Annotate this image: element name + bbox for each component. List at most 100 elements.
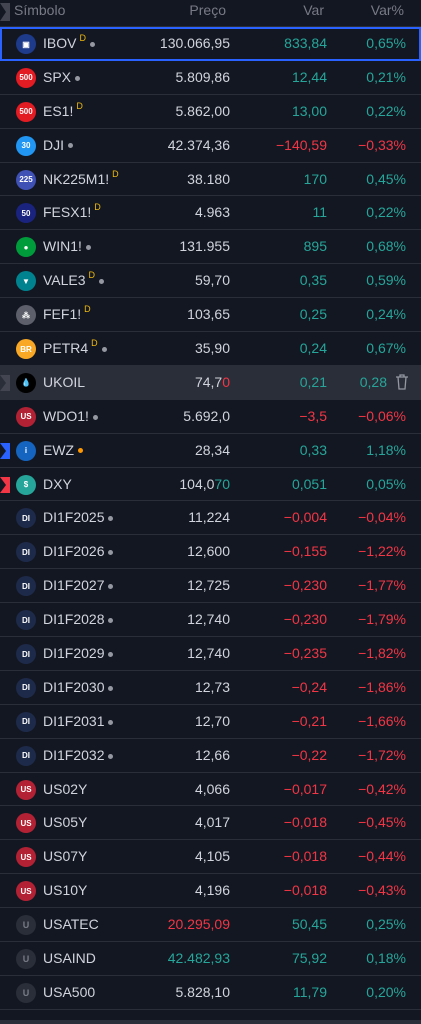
watchlist-header: Símbolo Preço Var Var% <box>0 0 421 27</box>
symbol-label[interactable]: NK225M1! D <box>43 169 119 187</box>
watchlist-row[interactable]: DI DI1F2027 12,725 −0,230 −1,77% <box>0 569 421 604</box>
watchlist-row[interactable]: US US05Y 4,017 −0,018 −0,45% <box>0 806 421 841</box>
column-var-header[interactable]: Var <box>303 2 324 18</box>
change-percent-cell: −0,42% <box>358 780 406 797</box>
chevron-left-icon[interactable] <box>0 3 10 21</box>
watchlist-row[interactable]: i EWZ 28,34 0,33 1,18% <box>0 434 421 468</box>
watchlist-row[interactable]: U USATEC 20.295,09 50,45 0,25% <box>0 908 421 943</box>
change-percent-cell: −1,22% <box>358 543 406 560</box>
symbol-label[interactable]: WIN1! <box>43 238 91 254</box>
symbol-text: US07Y <box>43 848 88 865</box>
status-dot-icon <box>92 414 98 420</box>
symbol-label[interactable]: EWZ <box>43 442 84 458</box>
watchlist-row[interactable]: DI DI1F2031 12,70 −0,21 −1,66% <box>0 705 421 739</box>
symbol-label[interactable]: DI1F2028 <box>43 611 114 627</box>
watchlist-row[interactable]: BR PETR4 D 35,90 0,24 0,67% <box>0 332 421 366</box>
symbol-label[interactable]: US02Y <box>43 781 87 797</box>
watchlist-row[interactable]: 500 SPX 5.809,86 12,44 0,21% <box>0 61 421 95</box>
flag-marker-icon[interactable] <box>0 374 10 391</box>
change-cell: 75,92 <box>291 950 327 967</box>
symbol-label[interactable]: USATEC <box>43 916 99 932</box>
di-icon: DI <box>16 576 36 597</box>
symbol-label[interactable]: USA500 <box>43 984 95 1000</box>
trash-icon[interactable] <box>395 374 409 390</box>
symbol-label[interactable]: UKOIL <box>43 374 85 390</box>
symbol-label[interactable]: WDO1! <box>43 408 98 424</box>
symbol-label[interactable]: FESX1! D <box>43 202 101 220</box>
column-price-header[interactable]: Preço <box>189 2 226 18</box>
symbol-label[interactable]: DI1F2027 <box>43 577 114 593</box>
symbol-label[interactable]: DI1F2031 <box>43 713 114 729</box>
symbol-label[interactable]: IBOV D <box>43 33 95 51</box>
change-cell: −0,018 <box>283 814 327 831</box>
change-percent-cell: −1,77% <box>358 577 406 594</box>
symbol-label[interactable]: DI1F2030 <box>43 679 114 695</box>
status-dot-icon <box>108 584 114 590</box>
symbol-label[interactable]: PETR4 D <box>43 338 107 356</box>
watchlist-row[interactable]: DI DI1F2030 12,73 −0,24 −1,86% <box>0 671 421 705</box>
change-percent-cell: 0,22% <box>366 102 406 119</box>
price-cell: 42.482,93 <box>167 950 230 967</box>
symbol-label[interactable]: US07Y <box>43 848 87 864</box>
watchlist-row[interactable]: ▣ IBOV D 130.066,95 833,84 0,65% <box>0 27 421 61</box>
watchlist-row[interactable]: DI DI1F2026 12,600 −0,155 −1,22% <box>0 535 421 570</box>
scrollbar-track[interactable] <box>0 1020 421 1024</box>
symbol-label[interactable]: DJI <box>43 137 73 153</box>
price-cell: 4,017 <box>194 814 230 831</box>
watchlist-row[interactable]: 500 ES1! D 5.862,00 13,00 0,22% <box>0 95 421 129</box>
change-percent-main: 0,2 <box>359 373 380 390</box>
watchlist-row[interactable]: U USAIND 42.482,93 75,92 0,18% <box>0 942 421 976</box>
symbol-label[interactable]: VALE3 D <box>43 270 105 288</box>
watchlist-row[interactable]: 30 DJI 42.374,36 −140,59 −0,33% <box>0 129 421 163</box>
symbol-label[interactable]: DI1F2026 <box>43 543 114 559</box>
watchlist-row[interactable]: US US02Y 4,066 −0,017 −0,42% <box>0 773 421 807</box>
watchlist-row[interactable]: $ DXY 104,070 0,051 0,05% <box>0 468 421 502</box>
symbol-text: DI1F2029 <box>43 645 105 662</box>
change-percent-cell: −0,06% <box>358 407 406 424</box>
change-cell: −0,22 <box>291 746 327 763</box>
watchlist-row[interactable]: US US10Y 4,196 −0,018 −0,43% <box>0 874 421 909</box>
watchlist-row[interactable]: DI DI1F2028 12,740 −0,230 −1,79% <box>0 603 421 638</box>
price-cell: 12,725 <box>187 577 230 594</box>
watchlist-row[interactable]: DI DI1F2029 12,740 −0,235 −1,82% <box>0 637 421 671</box>
change-percent-cell: −0,33% <box>358 136 406 153</box>
status-dot-icon <box>85 245 91 251</box>
symbol-label[interactable]: DI1F2032 <box>43 746 114 763</box>
symbol-label[interactable]: ES1! D <box>43 101 83 119</box>
watchlist-row[interactable]: ▼ VALE3 D 59,70 0,35 0,59% <box>0 264 421 299</box>
change-percent-cell: 0,65% <box>366 35 406 51</box>
flag-marker-icon[interactable] <box>0 442 10 459</box>
flag-marker-icon[interactable] <box>0 476 10 493</box>
watchlist-row[interactable]: US WDO1! 5.692,0 −3,5 −0,06% <box>0 400 421 434</box>
price-cell: 5.828,10 <box>175 983 231 1000</box>
column-varp-header[interactable]: Var% <box>370 2 404 18</box>
change-percent-cell: 1,18% <box>366 441 406 458</box>
watchlist-row[interactable]: DI DI1F2025 11,224 −0,004 −0,04% <box>0 501 421 536</box>
watchlist-row[interactable]: 50 FESX1! D 4.963 11 0,22% <box>0 196 421 231</box>
watchlist-row[interactable]: 225 NK225M1! D 38.180 170 0,45% <box>0 163 421 197</box>
price-cell: 131.955 <box>179 238 230 255</box>
column-symbol-header[interactable]: Símbolo <box>14 2 66 18</box>
symbol-text: DI1F2032 <box>43 746 105 763</box>
symbol-label[interactable]: DI1F2029 <box>43 645 114 662</box>
symbol-label[interactable]: USAIND <box>43 950 96 966</box>
change-percent-cell: 0,21% <box>366 68 406 85</box>
watchlist-row[interactable]: US US07Y 4,105 −0,018 −0,44% <box>0 840 421 875</box>
symbol-label[interactable]: US05Y <box>43 814 87 830</box>
watchlist-row[interactable]: U USA500 5.828,10 11,79 0,20% <box>0 976 421 1010</box>
symbol-label[interactable]: US10Y <box>43 882 87 898</box>
change-percent-cell: −0,43% <box>358 882 406 899</box>
watchlist-row[interactable]: DI DI1F2032 12,66 −0,22 −1,72% <box>0 739 421 773</box>
watchlist-row[interactable]: 💧 UKOIL 74,70 0,21 0,28 <box>0 365 421 400</box>
change-percent-cell: 0,24% <box>366 306 406 323</box>
symbol-label[interactable]: SPX <box>43 69 81 85</box>
us-flag-icon: US <box>16 813 36 834</box>
watchlist-rows: ▣ IBOV D 130.066,95 833,84 0,65% 500 SPX 5.809,8… <box>0 27 421 1010</box>
watchlist-row[interactable]: ● WIN1! 131.955 895 0,68% <box>0 230 421 265</box>
watchlist-row[interactable]: ⁂ FEF1! D 103,65 0,25 0,24% <box>0 298 421 333</box>
price-cell: 130.066,95 <box>159 35 230 51</box>
symbol-label[interactable]: DI1F2025 <box>43 509 114 525</box>
symbol-label[interactable]: DXY <box>43 476 72 492</box>
symbol-label[interactable]: FEF1! D <box>43 304 91 322</box>
change-cell: 0,24 <box>299 340 327 357</box>
